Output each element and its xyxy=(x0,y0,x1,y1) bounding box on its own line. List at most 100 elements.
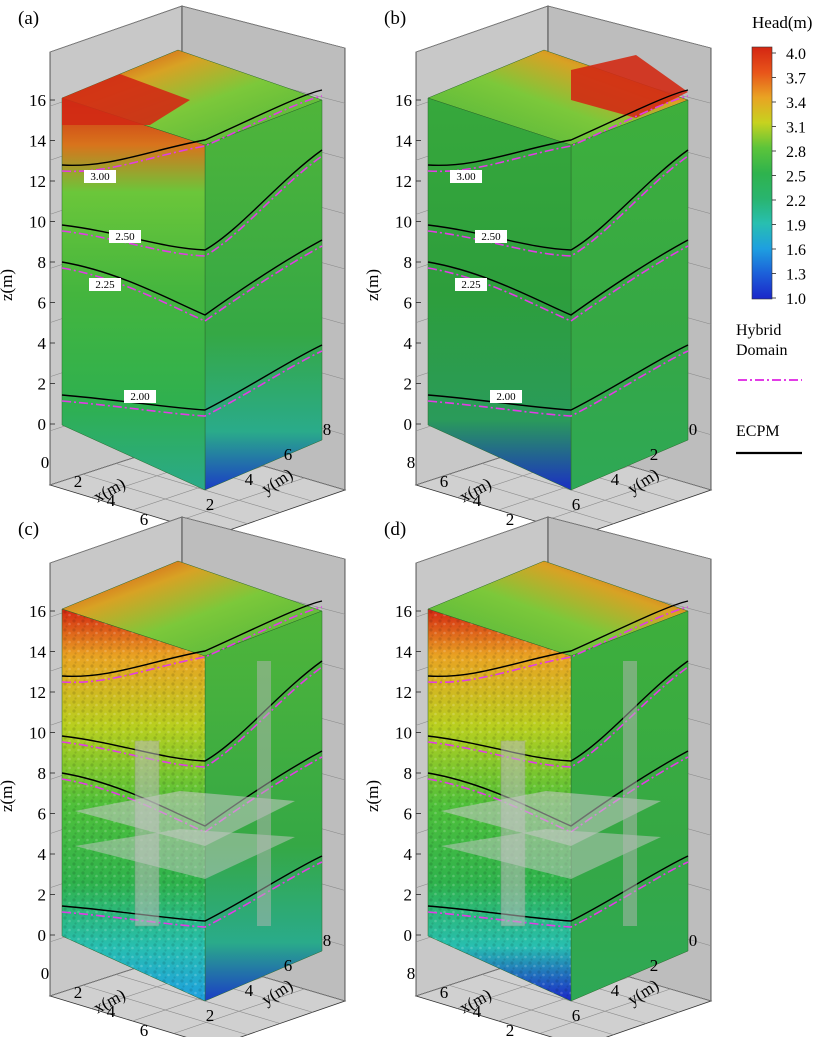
horizontal-fracture xyxy=(75,829,295,879)
colorbar-tick-label: 1.0 xyxy=(786,291,806,308)
x-tick-label: 0 xyxy=(41,453,50,472)
contour-label-box xyxy=(450,170,482,183)
z-tick-label: 16 xyxy=(29,91,46,110)
x-tick-label: 4 xyxy=(107,491,116,510)
x-tick-label: 6 xyxy=(140,1021,149,1037)
x-tick-label: 6 xyxy=(140,510,149,529)
x-tick-label: 0 xyxy=(41,964,50,983)
wall-gridline xyxy=(181,5,346,49)
wall-gridline xyxy=(547,5,712,49)
contour-label-box xyxy=(109,230,141,243)
high-head-region xyxy=(571,55,688,118)
z-tick-label: 8 xyxy=(38,253,47,272)
colorbar-tick-label: 2.5 xyxy=(786,169,806,186)
panel-a: (a) 3.00 2.50 2.25 2.00 16 14 12 10 8 6 4 2 0 z(m) 0 2 4 6… xyxy=(0,5,347,536)
x-tick-label: 2 xyxy=(74,983,83,1002)
panel-label: (c) xyxy=(18,519,39,540)
colorbar-tick-label: 3.1 xyxy=(786,120,806,137)
hybrid-contour-line xyxy=(427,95,689,173)
z-tick-label: 6 xyxy=(404,805,413,824)
x-tick-label: 4 xyxy=(107,1002,116,1021)
x-tick-label: 4 xyxy=(473,491,482,510)
z-axis-label: z(m) xyxy=(363,780,382,812)
z-tick-label: 12 xyxy=(395,683,412,702)
y-tick-label: 4 xyxy=(245,981,254,1000)
z-tick-label: 16 xyxy=(395,91,412,110)
z-tick-label: 6 xyxy=(404,294,413,313)
colorbar-tick-label: 2.2 xyxy=(786,193,806,210)
y-tick-label: 6 xyxy=(284,956,293,975)
y-tick-label: 0 xyxy=(689,931,698,950)
legend-hybrid-label-line1: Hybrid xyxy=(736,322,781,339)
wall-gridline xyxy=(547,516,712,560)
wall-gridline xyxy=(49,516,183,564)
ecpm-contour-line xyxy=(61,600,323,678)
vertical-fracture xyxy=(257,661,271,926)
panel-label: (b) xyxy=(384,8,406,29)
wall-gridline xyxy=(49,5,183,53)
colorbar-tick-label: 3.7 xyxy=(786,71,806,88)
colorbar-tick-label: 2.8 xyxy=(786,144,806,161)
ecpm-contour-line xyxy=(427,855,689,922)
ecpm-contour-line xyxy=(61,855,323,922)
y-tick-label: 2 xyxy=(206,1006,215,1025)
colorbar-tick-label: 4.0 xyxy=(786,46,806,63)
contour-label: 3.00 xyxy=(456,171,476,183)
floor-gridline xyxy=(173,988,305,1034)
contour-label: 2.00 xyxy=(130,391,150,403)
y-tick-label: 6 xyxy=(572,1006,581,1025)
y-tick-label: 6 xyxy=(572,495,581,514)
colorbar-tick-label: 1.9 xyxy=(786,218,806,235)
legend-hybrid-label-line2: Domain xyxy=(736,342,788,359)
z-tick-label: 0 xyxy=(404,926,413,945)
z-tick-label: 4 xyxy=(404,334,413,353)
x-tick-label: 6 xyxy=(440,472,449,491)
contour-label-box xyxy=(84,170,116,183)
z-tick-label: 12 xyxy=(395,172,412,191)
z-tick-label: 8 xyxy=(404,764,413,783)
x-tick-label: 2 xyxy=(506,510,515,529)
ecpm-contour-line xyxy=(427,89,689,167)
contour-label-box xyxy=(475,230,507,243)
hybrid-contour-line xyxy=(427,606,689,684)
wall-gridline xyxy=(181,516,346,560)
contour-label: 2.25 xyxy=(461,279,481,291)
z-tick-label: 14 xyxy=(29,643,47,662)
cube-right-face xyxy=(204,99,323,491)
y-tick-label: 8 xyxy=(323,931,332,950)
z-tick-label: 16 xyxy=(395,602,412,621)
y-tick-label: 4 xyxy=(245,470,254,489)
wall-gridline xyxy=(415,516,549,564)
x-tick-label: 2 xyxy=(506,1021,515,1037)
floor-gridline xyxy=(539,477,671,523)
legend: Hybrid Domain ECPM xyxy=(736,322,802,455)
legend-ecpm-label: ECPM xyxy=(736,423,780,440)
colorbar-tick-label: 3.4 xyxy=(786,95,806,112)
x-tick-label: 8 xyxy=(407,453,416,472)
z-tick-label: 8 xyxy=(38,764,47,783)
colorbar-bar xyxy=(751,46,773,300)
hybrid-contour-line xyxy=(427,861,689,928)
floor-gridline xyxy=(173,477,305,523)
z-tick-label: 2 xyxy=(38,886,47,905)
colorbar: Head(m) 4.0 3.7 3.4 3.1 2.8 2.5 2.2 1.9 1.6 1.3 1.0 xyxy=(751,13,812,308)
z-tick-label: 16 xyxy=(29,602,46,621)
z-tick-label: 10 xyxy=(395,724,412,743)
cube-right-face xyxy=(570,99,689,491)
y-tick-label: 6 xyxy=(284,445,293,464)
hybrid-contour-line xyxy=(61,861,323,928)
ecpm-contour-line xyxy=(427,344,689,411)
ecpm-contour-line xyxy=(61,239,323,316)
contour-label: 3.00 xyxy=(90,171,110,183)
z-tick-label: 12 xyxy=(29,683,46,702)
panel-b: (b) 3.00 2.50 2.25 2.00 16 14 12 10 8 6 4 2 0 z(m) 8 6 4 2… xyxy=(363,5,713,536)
z-tick-label: 10 xyxy=(395,213,412,232)
x-tick-label: 8 xyxy=(407,964,416,983)
cube-left-face xyxy=(427,97,572,491)
contour-label-box xyxy=(490,390,522,403)
hybrid-contour-line xyxy=(61,606,323,684)
z-tick-label: 2 xyxy=(404,886,413,905)
ecpm-contour-line xyxy=(427,239,689,316)
